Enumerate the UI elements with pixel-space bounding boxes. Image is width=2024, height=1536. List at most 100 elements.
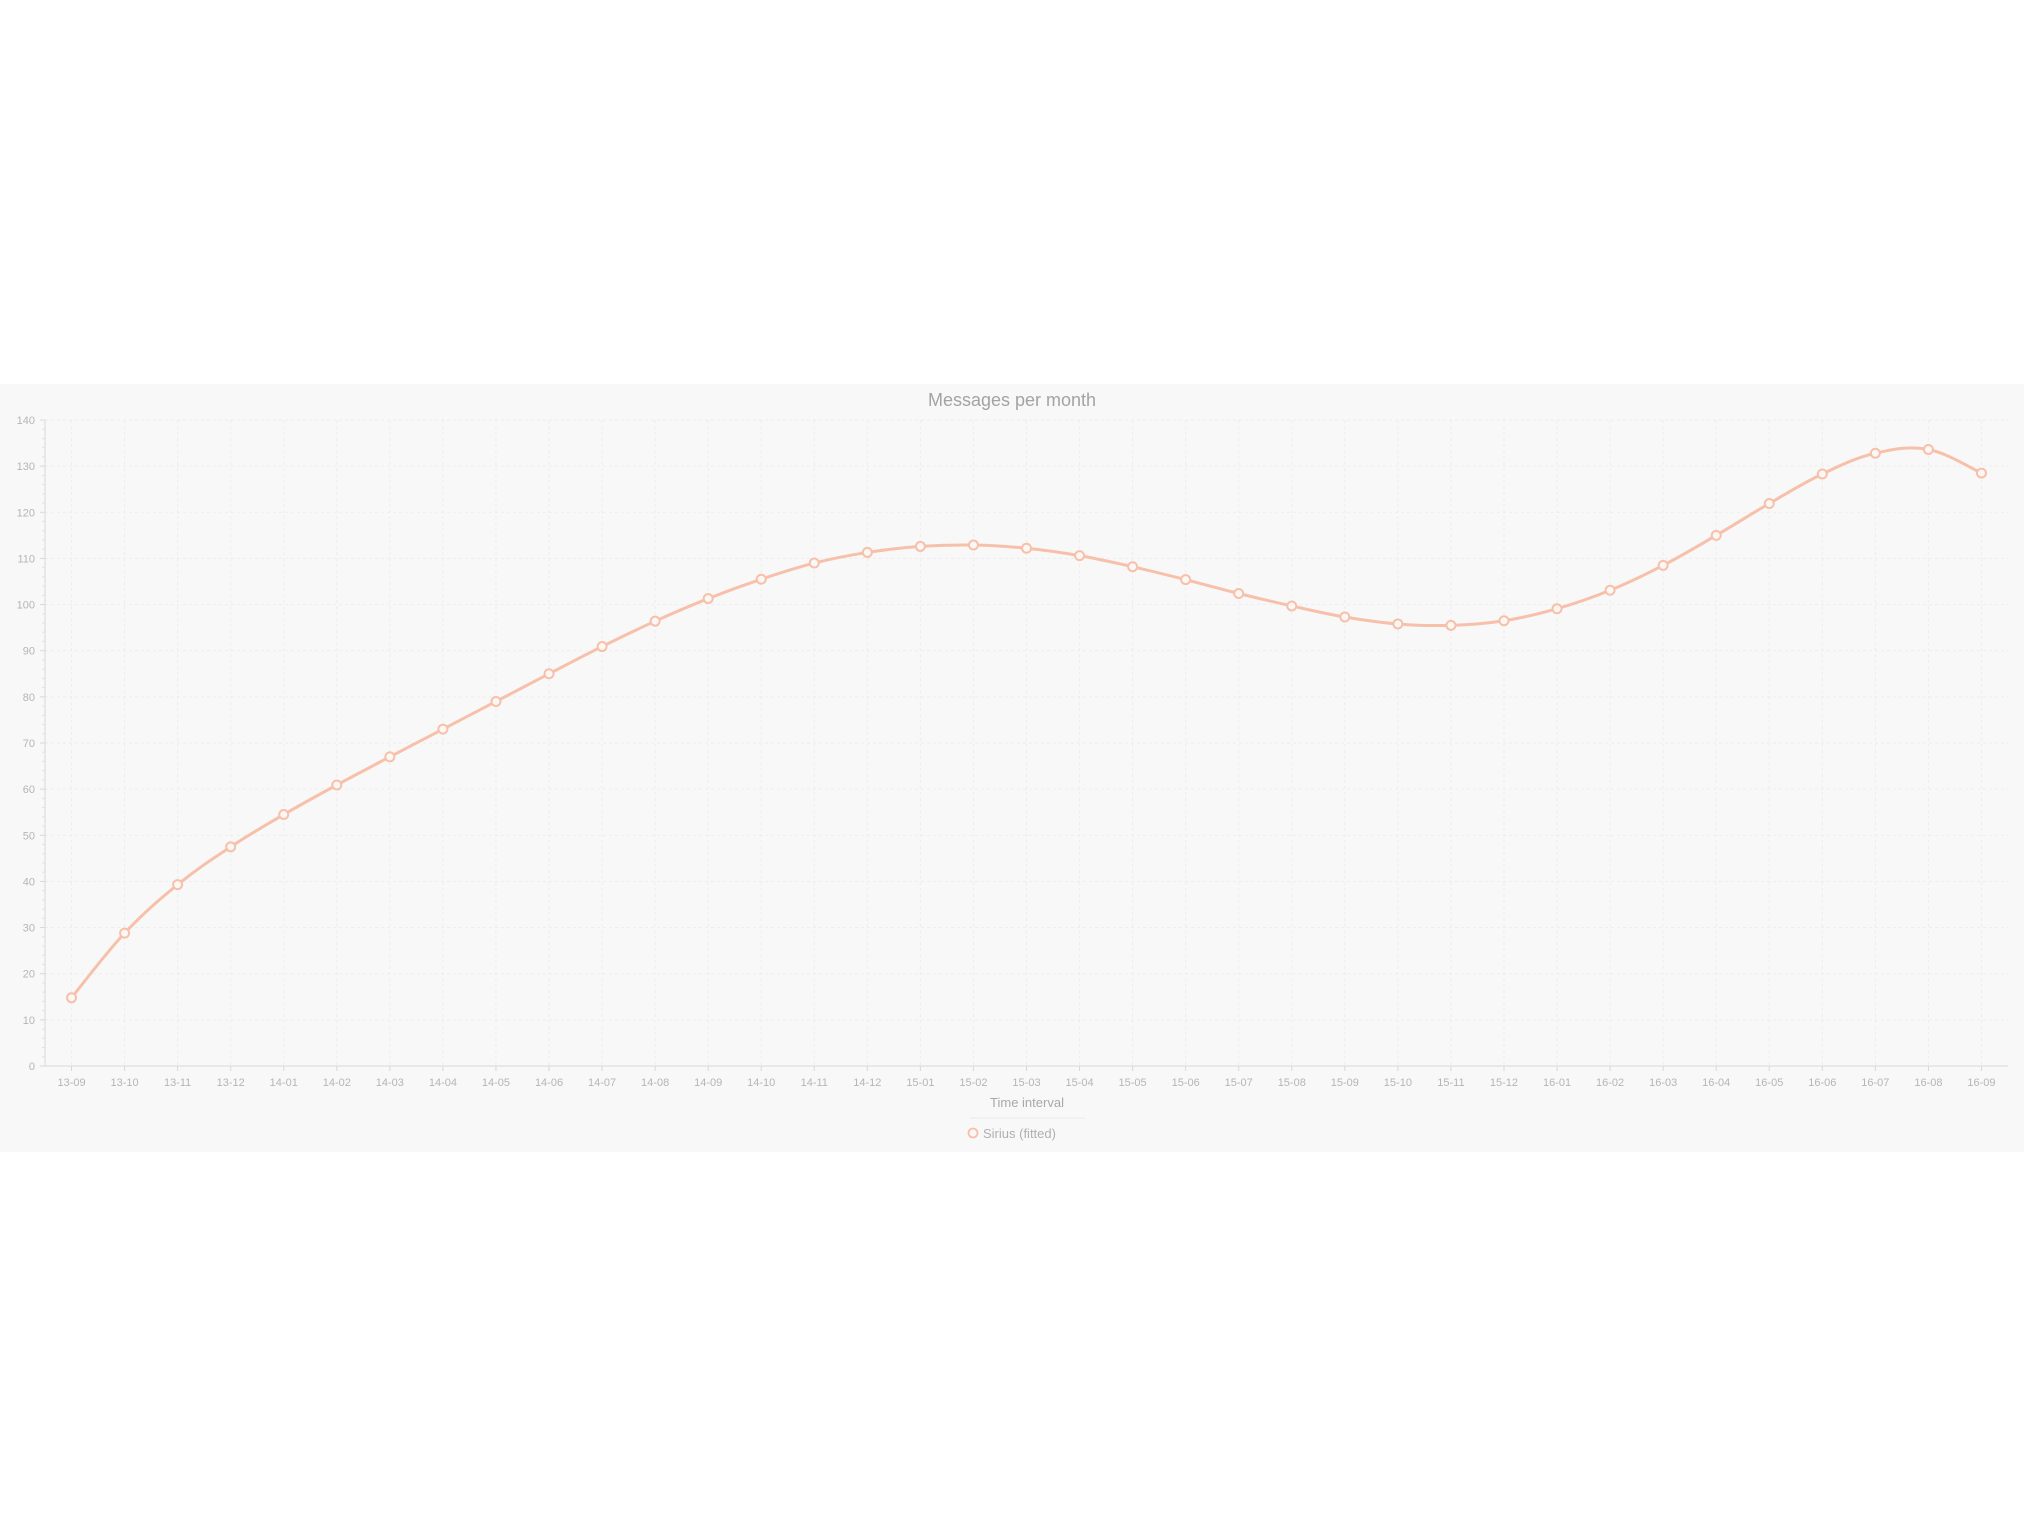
y-tick-labels: 0 10 20 30 40 50 60 70 80 90 100 110 120 130 140 (17, 415, 35, 1073)
x-tick-label: 15-10 (1384, 1077, 1412, 1089)
x-tick-label: 15-06 (1172, 1077, 1200, 1089)
data-point[interactable] (914, 540, 926, 552)
data-point[interactable] (543, 668, 555, 680)
x-tick-label: 14-04 (429, 1077, 457, 1089)
data-point[interactable] (1180, 574, 1192, 586)
data-point[interactable] (437, 723, 449, 735)
x-tick-label: 15-01 (906, 1077, 934, 1089)
data-point[interactable] (861, 546, 873, 558)
y-tick-label: 20 (23, 969, 35, 981)
data-point[interactable] (1021, 542, 1032, 554)
series-layer (66, 444, 1987, 1004)
data-point[interactable] (1551, 603, 1563, 615)
x-tick-label: 16-06 (1808, 1077, 1836, 1089)
data-point[interactable] (1922, 444, 1934, 456)
x-tick-label: 14-05 (482, 1077, 510, 1089)
data-point[interactable] (967, 539, 979, 551)
x-tick-label: 16-01 (1543, 1077, 1571, 1089)
x-tick-label: 15-02 (959, 1077, 987, 1089)
x-tick-label: 14-02 (323, 1077, 351, 1089)
x-tick-label: 13-12 (217, 1077, 245, 1089)
x-tick-label: 14-08 (641, 1077, 669, 1089)
data-point[interactable] (1498, 615, 1510, 627)
y-tick-label: 120 (17, 507, 35, 519)
data-point[interactable] (172, 879, 184, 891)
y-tick-label: 110 (17, 553, 35, 565)
data-point[interactable] (278, 809, 290, 821)
x-tick-label: 16-05 (1755, 1077, 1783, 1089)
data-point[interactable] (490, 695, 502, 707)
data-point[interactable] (1286, 600, 1298, 612)
data-point[interactable] (1445, 619, 1457, 631)
y-tick-label: 30 (23, 923, 35, 935)
data-point[interactable] (596, 641, 608, 653)
x-tick-label: 14-10 (747, 1077, 775, 1089)
data-point[interactable] (119, 927, 131, 939)
x-tick-label: 14-03 (376, 1077, 404, 1089)
data-point[interactable] (1233, 587, 1245, 599)
x-tick-label: 16-03 (1649, 1077, 1677, 1089)
x-tick-label: 14-12 (853, 1077, 881, 1089)
x-tick-label: 16-08 (1914, 1077, 1942, 1089)
y-tick-label: 10 (23, 1015, 35, 1027)
x-tick-label: 15-04 (1065, 1077, 1093, 1089)
x-tick-label: 13-10 (111, 1077, 139, 1089)
x-tick-label: 15-12 (1490, 1077, 1518, 1089)
x-tick-label: 16-04 (1702, 1077, 1730, 1089)
x-tick-label: 16-07 (1861, 1077, 1889, 1089)
legend-marker (967, 1127, 979, 1139)
data-point[interactable] (384, 751, 396, 763)
y-tick-label: 100 (17, 600, 35, 612)
x-axis-title: Time interval (990, 1095, 1064, 1110)
y-tick-label: 40 (23, 876, 35, 888)
data-point[interactable] (1604, 584, 1616, 596)
x-tick-label: 14-11 (801, 1077, 828, 1089)
x-tick-label: 15-03 (1012, 1077, 1040, 1089)
chart-panel: 0 10 20 30 40 50 60 70 80 90 100 110 120 130 140 13-09… (0, 384, 2024, 1152)
x-tick-label: 14-01 (270, 1077, 298, 1089)
x-tick-label: 15-07 (1225, 1077, 1253, 1089)
x-tick-label: 14-06 (535, 1077, 563, 1089)
data-point[interactable] (1392, 618, 1404, 630)
grid-lines (45, 419, 2008, 1066)
y-tick-label: 80 (23, 692, 35, 704)
x-tick-label: 13-09 (57, 1077, 85, 1089)
data-point[interactable] (649, 615, 661, 627)
x-tick-label: 15-08 (1278, 1077, 1306, 1089)
x-tick-label: 15-09 (1331, 1077, 1359, 1089)
legend[interactable]: Sirius (fitted) (967, 1126, 1056, 1141)
data-point[interactable] (1869, 447, 1881, 459)
x-tick-label: 15-05 (1119, 1077, 1147, 1089)
data-point[interactable] (331, 779, 343, 791)
data-point[interactable] (1763, 498, 1775, 510)
data-point[interactable] (225, 841, 237, 853)
data-point[interactable] (1074, 550, 1086, 562)
data-point[interactable] (755, 573, 767, 585)
x-tick-label: 13-11 (164, 1077, 191, 1089)
y-tick-label: 130 (17, 461, 35, 473)
data-point[interactable] (1127, 561, 1139, 573)
data-point[interactable] (1975, 467, 1987, 479)
data-point[interactable] (702, 593, 714, 605)
data-point[interactable] (1657, 559, 1669, 571)
x-tick-labels: 13-09 13-10 13-11 13-12 14-01 14-02 14-03 14-04… (57, 1077, 1995, 1089)
x-tick-label: 16-09 (1967, 1077, 1995, 1089)
line-chart: 0 10 20 30 40 50 60 70 80 90 100 110 120 130 140 13-09… (17, 390, 2008, 1141)
y-tick-label: 50 (23, 830, 35, 842)
data-point[interactable] (66, 992, 78, 1004)
y-tick-label: 0 (29, 1061, 35, 1073)
data-point[interactable] (1710, 529, 1722, 541)
y-tick-label: 90 (23, 646, 35, 658)
y-tick-label: 70 (23, 738, 35, 750)
data-point[interactable] (1816, 468, 1828, 480)
chart-title: Messages per month (928, 390, 1096, 410)
x-tick-label: 15-11 (1437, 1077, 1464, 1089)
x-tick-label: 16-02 (1596, 1077, 1624, 1089)
y-tick-label: 140 (17, 415, 35, 427)
y-tick-label: 60 (23, 784, 35, 796)
axes (40, 419, 2008, 1119)
data-point[interactable] (1339, 611, 1351, 623)
legend-label-sirius-fitted: Sirius (fitted) (983, 1126, 1056, 1141)
data-point[interactable] (808, 557, 820, 569)
x-tick-label: 14-07 (588, 1077, 616, 1089)
